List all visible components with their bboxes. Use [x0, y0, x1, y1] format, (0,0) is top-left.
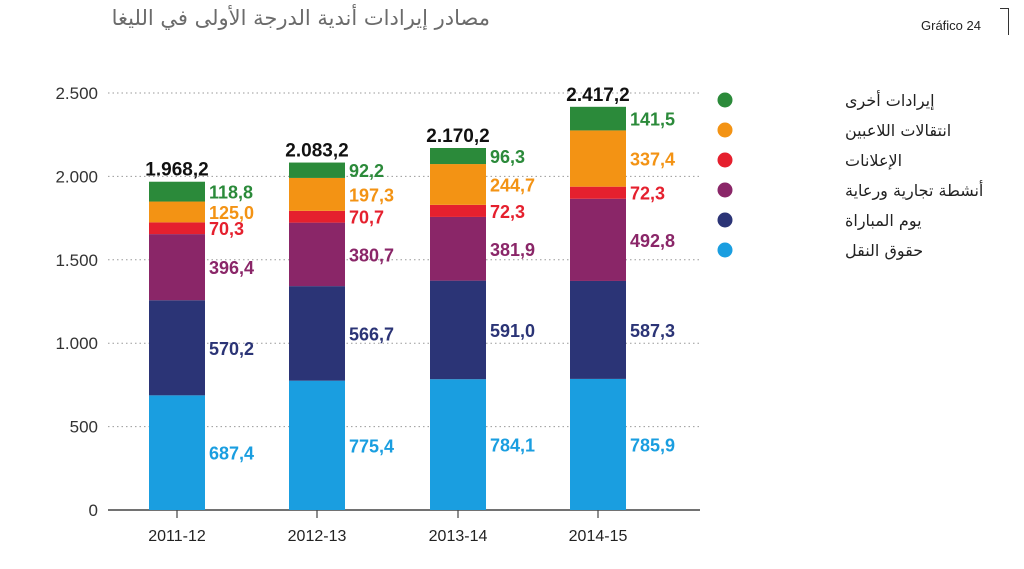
bar-segment — [570, 106, 626, 131]
data-label: 380,7 — [349, 245, 394, 265]
data-label: 492,8 — [630, 231, 675, 251]
bar-segment — [149, 201, 205, 223]
bar-segment — [149, 181, 205, 202]
legend-label: انتقالات اللاعبين — [845, 121, 951, 141]
bar-segment — [289, 177, 345, 211]
legend-marker — [717, 152, 733, 168]
legend-marker — [717, 242, 733, 258]
y-tick-label: 1.000 — [55, 334, 98, 353]
data-label: 396,4 — [209, 258, 254, 278]
figure-label: Gráfico 24 — [921, 18, 981, 33]
bar-segment — [430, 147, 486, 165]
bar-segment — [570, 280, 626, 379]
bar-segment — [149, 395, 205, 510]
data-label: 118,8 — [209, 183, 253, 203]
total-label: 1.968,2 — [145, 160, 208, 181]
bar-segment — [570, 186, 626, 199]
bar-segment — [430, 204, 486, 217]
bar-segment — [430, 216, 486, 281]
legend-label: الإعلانات — [845, 151, 902, 170]
data-label: 775,4 — [349, 436, 394, 456]
chart-title: مصادر إيرادات أندية الدرجة الأولى في الل… — [111, 6, 490, 30]
legend-marker — [717, 212, 733, 228]
data-label: 381,9 — [490, 240, 535, 260]
bar-segment — [289, 286, 345, 381]
bar-segment — [570, 130, 626, 187]
bar-segment — [149, 234, 205, 301]
bar-segment — [289, 162, 345, 178]
bar-segment — [430, 280, 486, 380]
total-label: 2.417,2 — [566, 85, 629, 106]
data-label: 570,2 — [209, 339, 254, 359]
bar-segment — [149, 300, 205, 396]
data-label: 591,0 — [490, 321, 535, 341]
data-label: 687,4 — [209, 444, 254, 464]
data-label: 70,7 — [349, 208, 384, 228]
legend-marker — [717, 182, 733, 198]
legend-marker — [717, 92, 733, 108]
bar-segment — [289, 380, 345, 510]
total-label: 2.170,2 — [426, 126, 489, 147]
legend-label: يوم المباراة — [845, 211, 922, 231]
bar-segment — [289, 222, 345, 287]
data-label: 141,5 — [630, 110, 675, 130]
bar-segment — [430, 379, 486, 510]
y-tick-label: 500 — [70, 418, 98, 437]
data-label: 72,3 — [490, 202, 525, 222]
y-tick-label: 0 — [89, 501, 98, 520]
data-label: 92,2 — [349, 161, 384, 181]
legend-label: حقوق النقل — [845, 241, 923, 261]
data-label: 125,0 — [209, 203, 254, 223]
data-label: 337,4 — [630, 150, 675, 170]
bar-segment — [570, 198, 626, 281]
bar-segment — [430, 164, 486, 205]
bar-segment — [570, 378, 626, 510]
legend-label: أنشطة تجارية ورعاية — [845, 180, 983, 201]
x-tick-label: 2011-12 — [148, 528, 206, 545]
total-label: 2.083,2 — [285, 141, 348, 162]
y-tick-label: 1.500 — [55, 251, 98, 270]
x-tick-label: 2014-15 — [569, 528, 628, 545]
data-label: 72,3 — [630, 184, 665, 204]
y-tick-label: 2.500 — [55, 84, 98, 103]
data-label: 70,3 — [209, 219, 244, 239]
y-tick-label: 2.000 — [55, 167, 98, 186]
data-label: 784,1 — [490, 436, 535, 456]
data-label: 587,3 — [630, 321, 675, 341]
data-label: 197,3 — [349, 185, 394, 205]
bar-segment — [149, 222, 205, 235]
data-label: 96,3 — [490, 147, 525, 167]
legend-marker — [717, 122, 733, 138]
x-tick-label: 2013-14 — [429, 528, 488, 545]
bar-segment — [289, 210, 345, 223]
figure-label-frame — [1000, 8, 1009, 35]
data-label: 244,7 — [490, 175, 535, 195]
x-tick-label: 2012-13 — [288, 528, 347, 545]
data-label: 566,7 — [349, 324, 394, 344]
data-label: 785,9 — [630, 435, 675, 455]
legend-label: إيرادات أخرى — [845, 90, 935, 111]
